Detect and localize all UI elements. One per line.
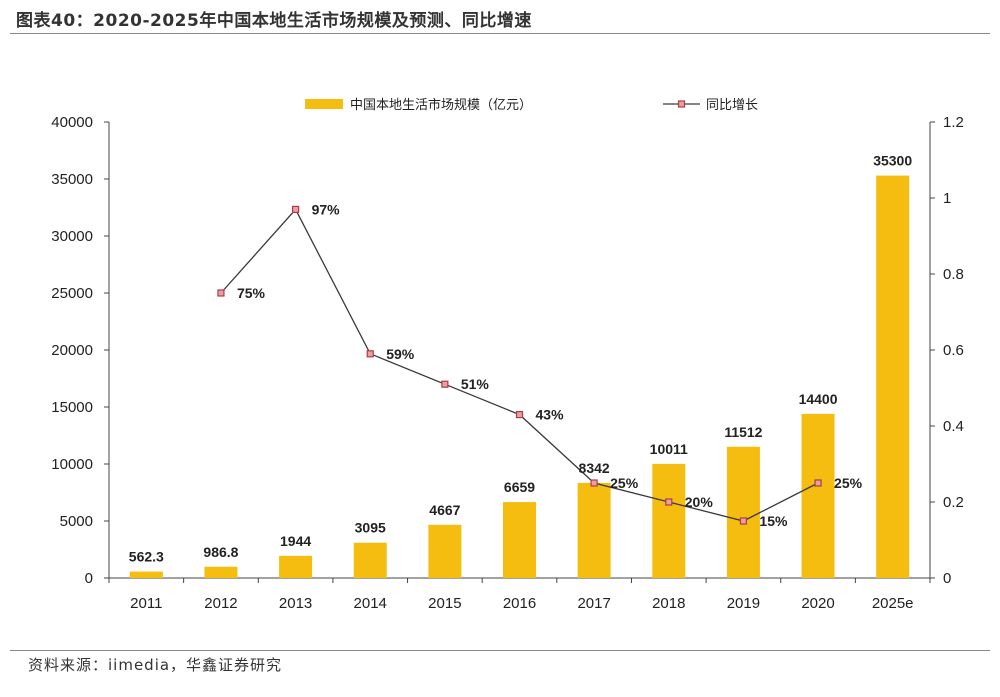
legend-bar-label: 中国本地生活市场规模（亿元）: [350, 97, 532, 113]
y-right-tick-label: 1.2: [943, 114, 964, 131]
bar-value-label: 1944: [280, 533, 311, 549]
x-tick-label: 2014: [354, 595, 387, 612]
legend-item-bar: 中国本地生活市场规模（亿元）: [305, 97, 532, 113]
legend-line-marker: [677, 100, 686, 108]
x-tick-label: 2018: [652, 595, 685, 612]
growth-point-2014: [366, 350, 374, 358]
source-note: 资料来源：iimedia，华鑫证券研究: [28, 656, 283, 674]
growth-point-2018: [665, 498, 673, 506]
bar-value-label: 14400: [799, 391, 838, 407]
growth-point-2015: [441, 380, 449, 388]
bar-value-label: 10011: [650, 441, 688, 457]
y-left-tick-label: 40000: [51, 114, 93, 131]
x-tick-label: 2016: [503, 595, 536, 612]
bar-value-label: 35300: [873, 153, 912, 169]
growth-value-label: 97%: [312, 201, 341, 217]
bar-2011: [129, 571, 163, 578]
bar-2025e: [876, 175, 910, 578]
growth-value-label: 59%: [386, 346, 415, 362]
y-right-tick-label: 0.2: [943, 494, 964, 511]
growth-value-label: 75%: [237, 285, 266, 301]
growth-point-2017: [590, 479, 598, 487]
x-tick-label: 2012: [204, 595, 237, 612]
y-right-tick-label: 0.6: [943, 342, 964, 359]
bar-2013: [279, 555, 313, 578]
y-left-tick-label: 35000: [51, 171, 93, 188]
growth-point-2013: [291, 205, 300, 213]
bar-2014: [353, 542, 387, 578]
data-labels: 562.3 986.8 1944 3095 4667 6659 8342 10011 11512…: [129, 153, 913, 565]
x-tick-label: 2019: [727, 595, 760, 612]
legend-line-label: 同比增长: [706, 98, 758, 113]
y-left-tick-label: 30000: [51, 228, 93, 245]
line-series: [217, 205, 822, 525]
bar-value-label: 11512: [724, 424, 762, 440]
bar-2012: [204, 566, 238, 578]
legend-item-line: 同比增长: [663, 98, 758, 113]
title-divider: [10, 33, 990, 34]
bar-series: [129, 175, 910, 578]
y-left-tick-label: 0: [85, 570, 93, 587]
bar-2019: [726, 446, 760, 578]
x-tick-label: 2011: [130, 595, 162, 612]
y-right-tick-label: 0: [943, 570, 951, 587]
growth-point-2019: [739, 517, 748, 525]
y-left-tick-label: 20000: [51, 342, 93, 359]
bar-value-label: 562.3: [129, 549, 164, 565]
growth-value-label: 20%: [685, 494, 714, 510]
page-title: 图表40：2020-2025年中国本地生活市场规模及预测、同比增速: [16, 11, 532, 31]
bar-value-label: 8342: [579, 460, 610, 476]
x-tick-label: 2017: [577, 595, 610, 612]
bar-2018: [652, 463, 686, 578]
x-tick-label: 2020: [801, 595, 834, 612]
x-tick-label: 2015: [428, 595, 461, 612]
growth-value-label: 51%: [461, 376, 490, 392]
legend-bar-swatch: [305, 99, 343, 109]
growth-value-label: 15%: [759, 513, 788, 529]
y-left-tick-label: 5000: [60, 513, 93, 530]
y-right-tick-label: 1: [943, 190, 951, 207]
bar-value-label: 3095: [355, 520, 386, 536]
growth-point-2016: [515, 411, 524, 419]
growth-value-label: 25%: [834, 475, 863, 491]
chart-legend: 中国本地生活市场规模（亿元） 同比增长: [305, 97, 758, 113]
source-divider: [10, 650, 990, 651]
growth-point-2020: [814, 479, 822, 487]
bar-value-label: 4667: [429, 502, 460, 518]
y-left-tick-label: 25000: [51, 285, 93, 302]
growth-point-2012: [217, 289, 225, 297]
growth-value-label: 25%: [610, 475, 639, 491]
y-left-tick-label: 10000: [51, 456, 93, 473]
x-tick-label: 2013: [279, 595, 312, 612]
bar-value-label: 6659: [504, 479, 535, 495]
bar-2017: [577, 482, 611, 578]
y-right-tick-label: 0.4: [943, 418, 964, 435]
growth-value-label: 43%: [536, 407, 565, 423]
chart-axes: 0 5000 10000 15000 20000 25000 30000 35000 40000…: [51, 114, 964, 612]
bar-2020: [801, 413, 835, 578]
bar-2016: [503, 502, 536, 578]
y-right-tick-label: 0.8: [943, 266, 964, 283]
bar-value-label: 986.8: [203, 544, 238, 560]
x-tick-label: 2025e: [872, 595, 914, 612]
bar-2015: [428, 524, 462, 578]
y-left-tick-label: 15000: [51, 399, 93, 416]
